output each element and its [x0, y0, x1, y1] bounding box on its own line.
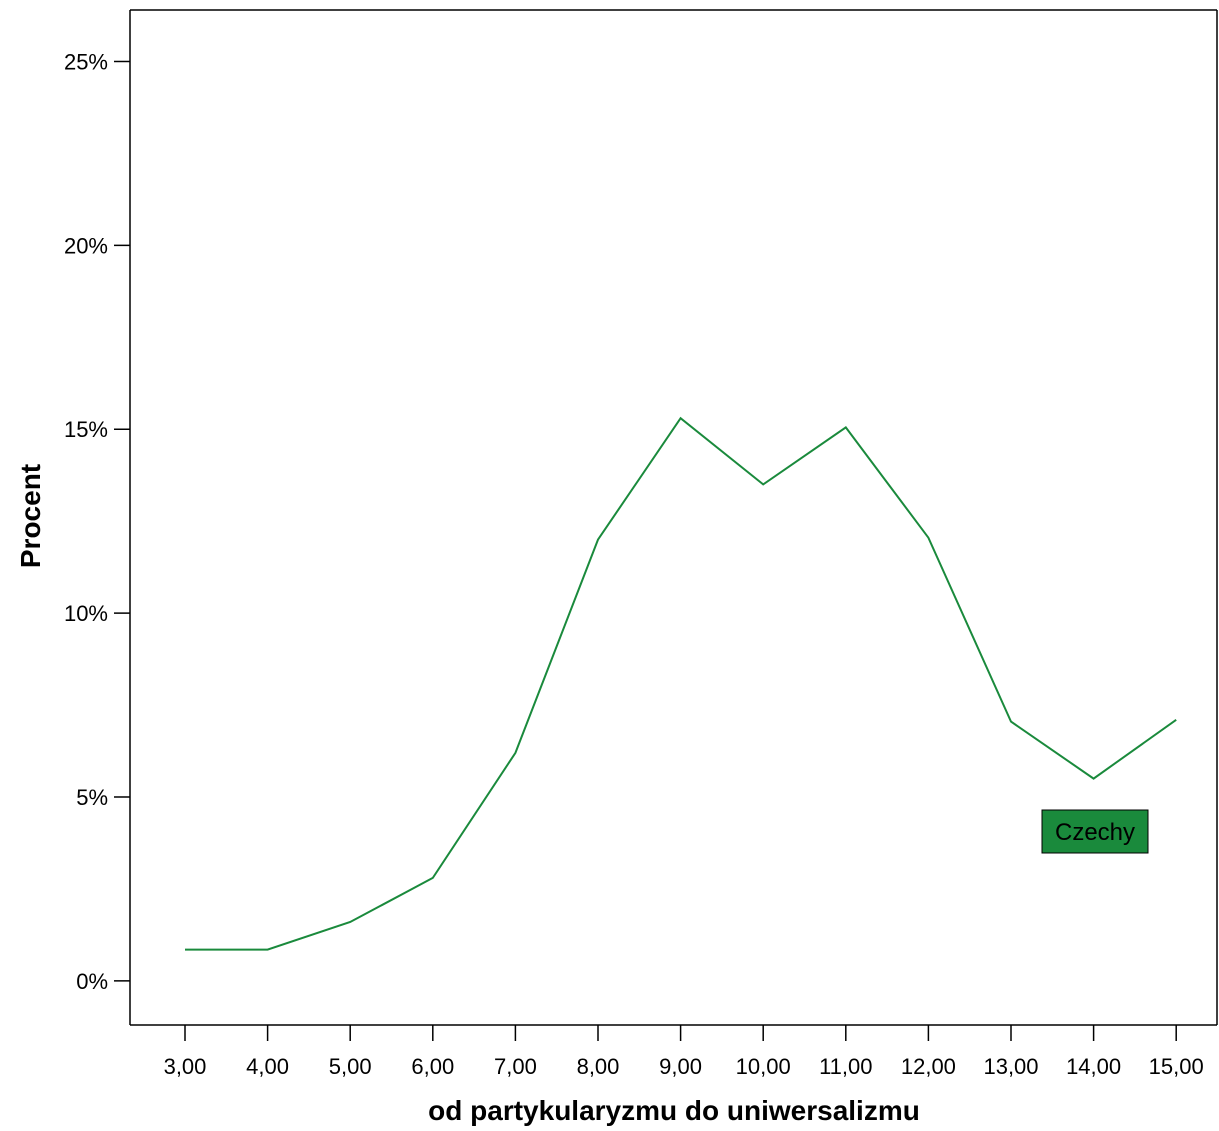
- y-tick-label: 25%: [64, 49, 108, 74]
- y-tick-label: 20%: [64, 233, 108, 258]
- x-tick-label: 8,00: [577, 1054, 620, 1079]
- y-tick-label: 5%: [76, 785, 108, 810]
- x-tick-label: 3,00: [164, 1054, 207, 1079]
- x-tick-label: 14,00: [1066, 1054, 1121, 1079]
- x-tick-label: 6,00: [411, 1054, 454, 1079]
- x-tick-label: 10,00: [736, 1054, 791, 1079]
- series-line-czechy: [185, 416, 1177, 951]
- x-tick-label: 12,00: [901, 1054, 956, 1079]
- y-axis-title: Procent: [15, 464, 46, 568]
- legend-swatch: [1041, 809, 1149, 854]
- x-axis-title: od partykularyzmu do uniwersalizmu: [428, 1095, 920, 1126]
- legend-label: Czechy: [1055, 819, 1135, 846]
- x-tick-label: 9,00: [659, 1054, 702, 1079]
- x-tick-label: 7,00: [494, 1054, 537, 1079]
- x-tick-label: 11,00: [819, 1054, 872, 1079]
- x-tick-label: 15,00: [1149, 1054, 1204, 1079]
- x-tick-label: 5,00: [329, 1054, 372, 1079]
- x-tick-label: 13,00: [983, 1054, 1038, 1079]
- y-tick-label: 0%: [76, 969, 108, 994]
- x-tick-label: 4,00: [246, 1054, 289, 1079]
- y-tick-label: 15%: [64, 417, 108, 442]
- y-tick-label: 10%: [64, 601, 108, 626]
